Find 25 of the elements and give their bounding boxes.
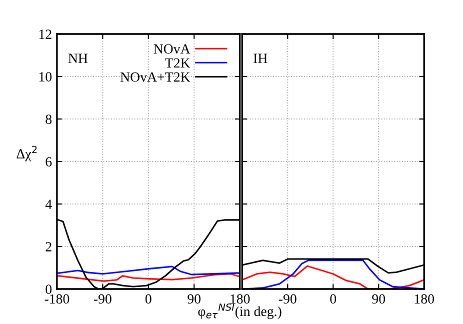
y-tick-label: 2 [46, 242, 52, 252]
y-tick-label: 6 [46, 157, 52, 166]
y-tick-label: 12 [39, 30, 52, 39]
legend-label: T2K [165, 58, 190, 68]
line-series [56, 273, 240, 282]
x-axis-title: φ$_{eτ}$$^{NSI}$(in deg.) [198, 303, 282, 319]
y-axis-title: Δχ$^{2}$ [16, 146, 37, 162]
x-tick-label: 0 [330, 294, 336, 304]
y-tick-label: 10 [39, 72, 52, 82]
legend-label: NOvA+T2K [120, 72, 190, 82]
x-tick-label: 90 [188, 294, 201, 304]
x-tick-label: -180 [44, 294, 70, 304]
x-tick-label: 180 [230, 294, 250, 304]
x-tick-label: 90 [372, 294, 386, 304]
x-tick-label: -90 [278, 294, 296, 304]
x-tick-label: 0 [145, 294, 152, 304]
y-tick-label: 0 [46, 284, 52, 294]
x-tick-label: 180 [414, 294, 434, 304]
annotation: NH [68, 54, 88, 63]
x-tick-label: -90 [94, 294, 112, 304]
annotation: IH [254, 54, 268, 63]
y-tick-label: 8 [46, 114, 52, 124]
legend-label: NOvA [154, 44, 190, 54]
y-tick-label: 4 [45, 200, 52, 209]
line-series [56, 266, 240, 276]
